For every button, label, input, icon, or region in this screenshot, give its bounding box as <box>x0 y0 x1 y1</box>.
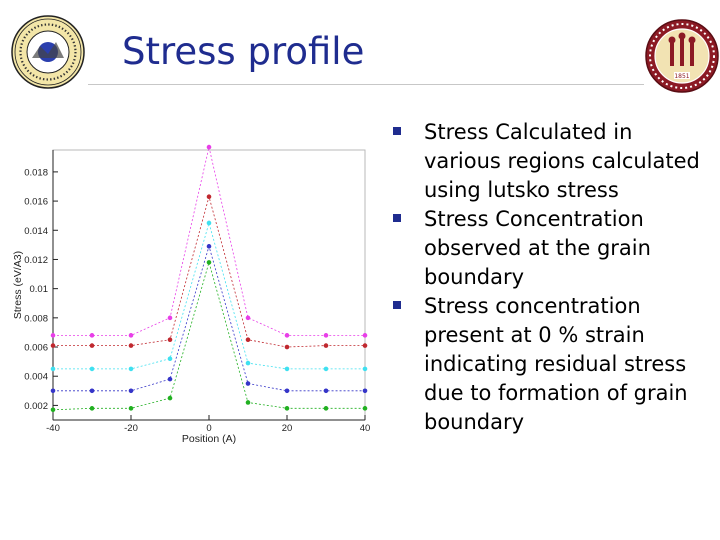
bullet-text: Stress concentration present at 0 % stra… <box>424 294 688 434</box>
data-point-series-4 <box>206 244 212 249</box>
y-tick-label: 0.004 <box>24 372 48 383</box>
data-point-series-1 <box>284 333 290 338</box>
data-point-series-3 <box>89 366 95 372</box>
data-point-series-2 <box>167 337 173 343</box>
y-tick-label: 0.012 <box>24 255 48 266</box>
data-point-series-4 <box>167 376 173 382</box>
data-point-series-5 <box>323 406 329 411</box>
bullet-item: Stress Concentration observed at the gra… <box>392 205 712 292</box>
slide-title: Stress profile <box>122 30 365 73</box>
series-line-2 <box>53 195 365 348</box>
plot-frame <box>52 149 366 421</box>
data-point-series-3 <box>128 366 134 372</box>
bullet-text: Stress Calculated in various regions cal… <box>424 120 700 202</box>
bullet-item: Stress concentration present at 0 % stra… <box>392 292 712 437</box>
data-point-series-3 <box>284 366 290 372</box>
data-point-series-5 <box>206 260 212 265</box>
y-tick-label: 0.002 <box>24 401 48 412</box>
data-point-series-3 <box>245 360 251 366</box>
data-point-series-4 <box>284 388 290 394</box>
data-point-series-3 <box>50 366 56 372</box>
data-point-series-2 <box>206 194 212 200</box>
data-point-series-2 <box>50 343 56 348</box>
data-point-series-1 <box>362 333 368 338</box>
data-point-series-2 <box>89 343 95 348</box>
x-tick-label: -20 <box>124 423 138 434</box>
bullet-list: Stress Calculated in various regions cal… <box>392 118 712 437</box>
data-point-series-5 <box>167 395 173 401</box>
data-point-series-1 <box>89 333 95 338</box>
data-point-series-4 <box>89 388 95 394</box>
y-tick-label: 0.01 <box>30 284 49 295</box>
x-tick-label: 20 <box>282 423 293 434</box>
y-tick-label: 0.008 <box>24 313 48 324</box>
bullet-square-icon <box>393 214 401 222</box>
florida-state-university-seal-icon: 1851 <box>645 19 719 93</box>
data-point-series-2 <box>284 344 290 350</box>
data-point-series-3 <box>323 366 329 372</box>
y-axis-label: Stress (eV/A3) <box>12 251 24 319</box>
data-point-series-4 <box>245 381 251 386</box>
y-tick-label: 0.018 <box>24 167 48 178</box>
series-line-1 <box>53 147 365 336</box>
data-point-series-2 <box>128 343 134 348</box>
data-point-series-4 <box>323 388 329 394</box>
y-tick-label: 0.016 <box>24 197 48 208</box>
data-point-series-3 <box>206 220 212 226</box>
data-point-series-1 <box>50 333 56 338</box>
data-point-series-5 <box>284 406 290 411</box>
data-point-series-4 <box>128 388 134 394</box>
data-point-series-3 <box>167 356 173 362</box>
data-point-series-1 <box>323 333 329 338</box>
seal-year: 1851 <box>674 73 689 80</box>
data-point-series-1 <box>167 315 173 321</box>
bullet-text: Stress Concentration observed at the gra… <box>424 207 651 289</box>
data-point-series-5 <box>50 407 56 413</box>
data-point-series-1 <box>128 333 134 338</box>
bullet-square-icon <box>393 127 401 135</box>
series-line-3 <box>53 221 365 370</box>
x-tick-label: 0 <box>206 423 211 434</box>
data-point-series-5 <box>89 406 95 411</box>
data-point-series-5 <box>128 406 134 411</box>
university-seal-icon <box>11 15 85 89</box>
x-tick-label: 40 <box>360 423 371 434</box>
series-line-4 <box>53 244 365 392</box>
x-axis-label: Position (A) <box>182 433 236 445</box>
data-point-series-2 <box>323 343 329 348</box>
bullet-square-icon <box>393 301 401 309</box>
data-point-series-4 <box>50 388 56 394</box>
data-point-series-5 <box>362 406 368 411</box>
data-point-series-5 <box>245 400 251 405</box>
data-point-series-4 <box>362 388 368 394</box>
data-point-series-2 <box>362 343 368 348</box>
y-tick-label: 0.014 <box>24 226 48 237</box>
data-point-series-1 <box>206 144 212 150</box>
data-point-series-3 <box>362 366 368 372</box>
stress-profile-chart: 0.002 0.004 0.006 0.008 0.01 0.012 0.014 0.016 0… <box>12 144 371 445</box>
bullet-item: Stress Calculated in various regions cal… <box>392 118 712 205</box>
series-line-5 <box>52 260 365 411</box>
data-point-series-2 <box>245 337 251 343</box>
y-tick-label: 0.006 <box>24 343 48 354</box>
title-divider <box>88 84 644 85</box>
x-tick-label: -40 <box>46 423 60 434</box>
data-point-series-1 <box>245 315 251 321</box>
